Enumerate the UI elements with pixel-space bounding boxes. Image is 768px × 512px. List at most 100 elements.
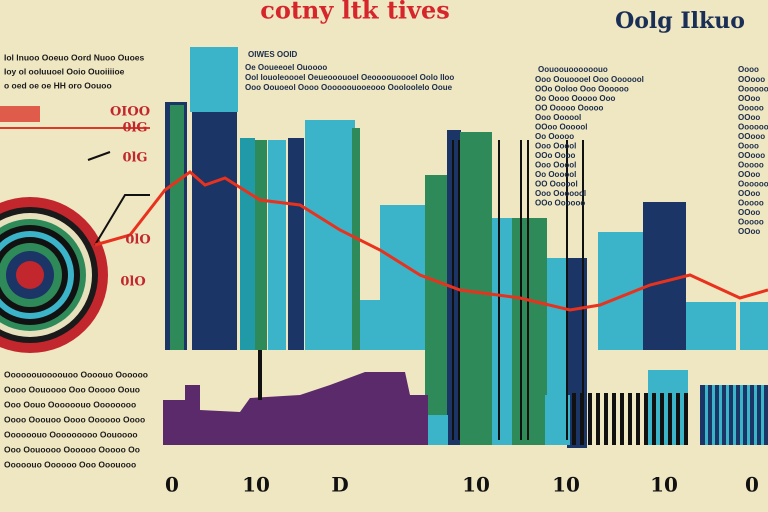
stripe [726, 385, 729, 445]
bar [190, 47, 238, 112]
axis-label: 10 [650, 473, 678, 497]
note: Oooooouoooouoo Oooouo Oooooo [4, 369, 148, 379]
stripe [596, 393, 600, 445]
list-item: OO Ooooo Ooooo [535, 104, 604, 113]
axis-label: 0 [165, 473, 179, 497]
note: Oooo Oouoooo Ooo Ooooo Oouo [4, 384, 140, 394]
axis-label: 0 [745, 473, 759, 497]
list-item: OOooo [738, 151, 765, 160]
note: Ooo Oouoeol Oooo Oooooouooeooo Oooloolel… [245, 83, 453, 92]
stripe [676, 393, 680, 445]
stripe [660, 393, 664, 445]
note: Ooo Oouoooo Oooooo Ooooo Oo [4, 444, 140, 454]
tag [0, 106, 40, 122]
list-item: OOoo [738, 189, 760, 198]
stripe [705, 385, 708, 445]
note: Oe Ooueeoel Ouoooo [245, 63, 327, 72]
label: 0lO [125, 233, 150, 248]
bar [255, 140, 267, 350]
bar [240, 138, 255, 350]
list-item: Ooo Ooool [535, 142, 576, 151]
stripe [719, 385, 722, 445]
stripe [754, 385, 757, 445]
list-item: Ooooo [738, 199, 764, 208]
note: Ool Iouoleoooel Oeueooouoel Oeoooouoooel… [245, 73, 454, 82]
list-item: Oooooo [738, 85, 768, 94]
stripe [644, 393, 648, 445]
bar [192, 112, 237, 350]
stripe [612, 393, 616, 445]
list-item: OOo Oooooo [535, 199, 585, 208]
list-item: OOoo [738, 170, 760, 179]
bars [165, 47, 768, 448]
bar [268, 140, 286, 350]
list-item: Oo Oooool [535, 170, 576, 179]
stripe [747, 385, 750, 445]
axis-label: D [331, 473, 348, 497]
list-item: OO Oooool [535, 180, 578, 189]
stripe [604, 393, 608, 445]
note: o oed oe oe HH oro Oouoo [4, 80, 112, 90]
heading: Oouoouoooooouo [538, 65, 608, 74]
stripe [582, 140, 584, 440]
list-item: Ooooo [738, 104, 764, 113]
list-item: OOooo [738, 75, 765, 84]
stripe [527, 140, 529, 440]
heading: OIWES OOID [248, 50, 298, 59]
stripe [652, 393, 656, 445]
bar [380, 205, 425, 350]
list-item: Ooo Oouoooel Ooo Ooooool [535, 75, 644, 84]
list-item: Oo Ooooo [535, 132, 574, 141]
left-rings [0, 197, 108, 353]
bar [428, 415, 448, 445]
list-item: OOoo [738, 208, 760, 217]
pointer [87, 151, 111, 161]
list-item: OOoo [738, 113, 760, 122]
bar [643, 202, 686, 350]
list-item: Ooooo [738, 218, 764, 227]
axis-label: 10 [242, 473, 270, 497]
bar [425, 175, 447, 445]
list-item: OOoo [738, 227, 760, 236]
label: 0lG [122, 151, 147, 166]
stripe [733, 385, 736, 445]
note: Oooooouo Ooooooooo Oouoooo [4, 429, 138, 439]
stripe [761, 385, 764, 445]
note: Iol lnuoo Ooeuo Oord Nuoo Ouoes [4, 52, 145, 62]
stripe [452, 140, 454, 440]
note: Ooooouo Oooooo Ooo Ooouooo [4, 459, 136, 469]
bar [686, 302, 736, 350]
list-item: Ooo Ooool [535, 161, 576, 170]
bar [460, 132, 492, 445]
stripe [636, 393, 640, 445]
list-item: OOo Ooloo Ooo Oooooo [535, 85, 629, 94]
note: Oooo Ooouoo Oooo Oooooo Oooo [4, 414, 145, 424]
list-item: Oo Oooo Ooooo Ooo [535, 94, 616, 103]
list-item: Ooo Oooool [535, 113, 581, 122]
stripe [572, 393, 576, 445]
list-item: OOo Oooo [535, 151, 576, 160]
stripe [566, 140, 568, 440]
stripe [498, 140, 500, 440]
list-item: Oooooo [738, 180, 768, 189]
list-item: Oooooo [738, 123, 768, 132]
list-item: OOoo [738, 94, 760, 103]
area [163, 372, 428, 445]
trend-line [94, 170, 768, 312]
list-item: Oooo [738, 142, 759, 151]
list-item: OOooo [738, 132, 765, 141]
axis-label: 10 [552, 473, 580, 497]
list-item: Ooo Ooooool [535, 189, 586, 198]
bar [545, 395, 570, 445]
bar [170, 105, 184, 350]
stripe [712, 385, 715, 445]
bar [360, 300, 380, 350]
stripe [628, 393, 632, 445]
title: cotny ltk tives [260, 0, 450, 25]
heading: Oooo [738, 65, 759, 74]
stripe [668, 393, 672, 445]
pointer [94, 194, 150, 246]
brand: Oolg Ilkuo [615, 8, 745, 34]
note: Ooo Oouo Oooooouo Oooooooo [4, 399, 136, 409]
